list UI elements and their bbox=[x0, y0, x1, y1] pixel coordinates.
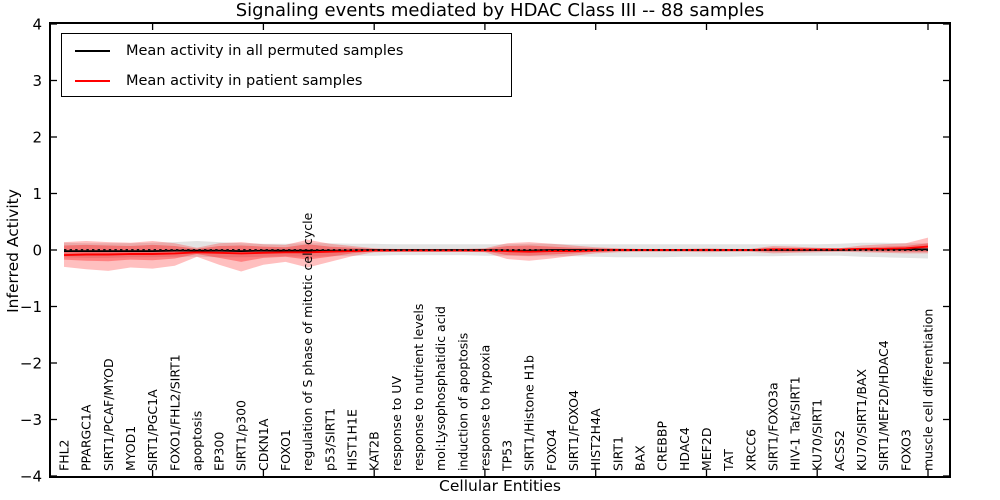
x-tick-label: ACSS2 bbox=[832, 430, 847, 471]
legend-box: Mean activity in all permuted samples Me… bbox=[61, 33, 512, 97]
x-tick-label: induction of apoptosis bbox=[455, 333, 470, 471]
patient-line-sample bbox=[75, 79, 110, 82]
x-tick-label: EP300 bbox=[212, 432, 227, 471]
x-tick-label: FOXO3 bbox=[898, 429, 913, 471]
permuted-line-sample bbox=[75, 49, 110, 52]
x-tick-label: FOXO1 bbox=[278, 429, 293, 471]
x-tick-label: CREBBP bbox=[655, 421, 670, 471]
x-tick-label: apoptosis bbox=[189, 411, 204, 471]
x-tick-label: HDAC4 bbox=[677, 427, 692, 471]
y-tick-label: −3 bbox=[20, 411, 42, 429]
x-tick-label: FHL2 bbox=[57, 439, 72, 471]
x-tick-label: XRCC6 bbox=[743, 429, 758, 471]
x-tick-label: HIST2H4A bbox=[588, 408, 603, 471]
x-tick-label: SIRT1/PGC1A bbox=[145, 389, 160, 471]
x-tick-label: response to nutrient levels bbox=[411, 304, 426, 471]
x-tick-label: SIRT1/FOXO4 bbox=[566, 390, 581, 471]
x-tick-label: PPARGC1A bbox=[79, 404, 94, 471]
y-tick-label: −1 bbox=[20, 298, 42, 316]
chart-title: Signaling events mediated by HDAC Class … bbox=[235, 0, 765, 21]
x-tick-label: HIST1H1E bbox=[345, 409, 360, 471]
x-tick-label: CDKN1A bbox=[256, 418, 271, 471]
x-tick-label: TAT bbox=[721, 449, 736, 472]
x-tick-label: HIV-1 Tat/SIRT1 bbox=[788, 376, 803, 471]
y-tick-label: −4 bbox=[20, 468, 42, 486]
x-tick-label: KU70/SIRT1/BAX bbox=[854, 369, 869, 471]
y-tick-label: −2 bbox=[20, 355, 42, 373]
x-tick-label: MEF2D bbox=[699, 428, 714, 471]
legend-label-patient: Mean activity in patient samples bbox=[126, 72, 363, 89]
legend-row-permuted: Mean activity in all permuted samples bbox=[62, 37, 511, 64]
x-tick-label: p53/SIRT1 bbox=[322, 408, 337, 471]
x-tick-label: mol:Lysophosphatidic acid bbox=[433, 306, 448, 471]
y-tick-label: 4 bbox=[32, 16, 42, 34]
x-tick-label: response to UV bbox=[389, 376, 404, 471]
y-tick-label: 3 bbox=[32, 72, 42, 90]
x-tick-label: regulation of S phase of mitotic cell cy… bbox=[300, 212, 315, 471]
y-tick-label: 1 bbox=[32, 185, 42, 203]
legend-label-permuted: Mean activity in all permuted samples bbox=[126, 42, 404, 59]
x-tick-label: FOXO1/FHL2/SIRT1 bbox=[167, 354, 182, 471]
x-tick-label: KU70/SIRT1 bbox=[810, 399, 825, 471]
x-tick-label: MYOD1 bbox=[123, 426, 138, 471]
x-tick-label: SIRT1/FOXO3a bbox=[765, 382, 780, 471]
x-tick-label: SIRT1/PCAF/MYOD bbox=[101, 358, 116, 471]
x-tick-label: response to hypoxia bbox=[477, 345, 492, 471]
x-tick-label: BAX bbox=[633, 445, 648, 471]
y-tick-label: 0 bbox=[32, 242, 42, 260]
legend-row-patient: Mean activity in patient samples bbox=[62, 67, 511, 94]
x-tick-label: SIRT1/Histone H1b bbox=[522, 355, 537, 471]
band-patient-activity-range-outer- bbox=[64, 237, 928, 272]
x-tick-label: TP53 bbox=[500, 440, 515, 472]
x-tick-label: muscle cell differentiation bbox=[921, 309, 936, 471]
band-patient-activity-range-inner- bbox=[64, 243, 928, 262]
y-tick-label: 2 bbox=[32, 129, 42, 147]
x-tick-label: FOXO4 bbox=[544, 429, 559, 471]
x-tick-label: SIRT1 bbox=[610, 436, 625, 471]
x-tick-label: SIRT1/MEF2D/HDAC4 bbox=[876, 340, 891, 471]
x-axis-label: Cellular Entities bbox=[439, 477, 561, 495]
x-tick-label: KAT2B bbox=[367, 431, 382, 471]
x-tick-label: SIRT1/p300 bbox=[234, 400, 249, 471]
